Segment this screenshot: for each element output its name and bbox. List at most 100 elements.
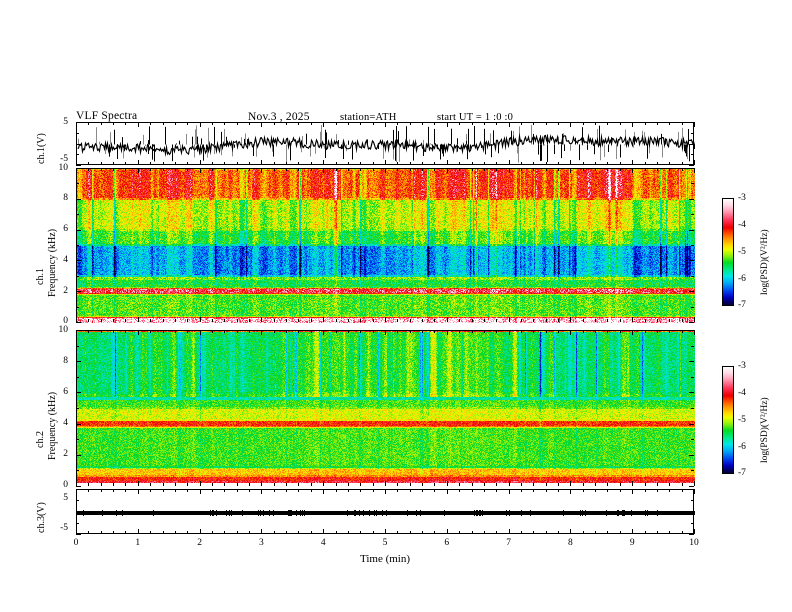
x-tick-mark bbox=[496, 319, 497, 322]
x-tick-mark bbox=[533, 489, 534, 492]
x-tick-mark bbox=[311, 489, 312, 492]
x-tick-mark bbox=[113, 319, 114, 322]
x-tick-mark bbox=[311, 531, 312, 534]
y-tick-mark bbox=[76, 377, 79, 378]
x-tick-mark bbox=[274, 319, 275, 322]
x-tick-mark bbox=[187, 319, 188, 322]
x-tick-mark bbox=[410, 319, 411, 322]
x-tick-mark bbox=[311, 319, 312, 322]
x-tick-mark bbox=[570, 160, 571, 165]
x-tick-mark bbox=[657, 531, 658, 534]
ch3-waveform-panel bbox=[76, 489, 695, 535]
x-tick-mark bbox=[632, 122, 633, 127]
x-tick-mark bbox=[472, 162, 473, 165]
x-tick-mark bbox=[570, 489, 571, 494]
y-tick-mark bbox=[76, 230, 81, 231]
ch2-freq-tick-2: 2 bbox=[63, 449, 68, 459]
x-tick-mark bbox=[434, 162, 435, 165]
x-tick-mark bbox=[533, 483, 534, 486]
x-tick-mark bbox=[175, 531, 176, 534]
x-tick-mark bbox=[472, 319, 473, 322]
x-tick-mark bbox=[175, 489, 176, 492]
y-tick-mark bbox=[76, 330, 81, 331]
ch1-freq-tick-6: 6 bbox=[63, 224, 68, 234]
x-tick-mark bbox=[397, 330, 398, 333]
x-tick-mark bbox=[360, 319, 361, 322]
x-tick-mark bbox=[261, 317, 262, 322]
x-tick-mark bbox=[113, 330, 114, 333]
x-tick-mark bbox=[336, 483, 337, 486]
x-tick-mark bbox=[311, 483, 312, 486]
ch2-freq-tick-4: 4 bbox=[63, 418, 68, 428]
x-tick-mark bbox=[533, 531, 534, 534]
y-tick-mark bbox=[76, 424, 81, 425]
x-tick-mark bbox=[657, 330, 658, 333]
x-tick-mark bbox=[447, 122, 448, 127]
x-tick-mark bbox=[521, 122, 522, 125]
x-tick-mark bbox=[645, 483, 646, 486]
x-tick-mark bbox=[323, 168, 324, 173]
y-tick-mark bbox=[691, 276, 694, 277]
ch3-ytick-5: 5 bbox=[63, 493, 68, 503]
x-tick-mark bbox=[682, 330, 683, 333]
x-tick-mark bbox=[311, 122, 312, 125]
colorbar-ch1-tick--6: -6 bbox=[738, 274, 746, 284]
y-tick-mark bbox=[76, 439, 79, 440]
x-tick-mark bbox=[212, 162, 213, 165]
x-tick-mark bbox=[138, 529, 139, 534]
y-tick-mark bbox=[76, 307, 79, 308]
x-tick-mark bbox=[175, 162, 176, 165]
x-tick-mark bbox=[422, 162, 423, 165]
y-tick-mark bbox=[76, 122, 81, 123]
x-tick-mark bbox=[509, 529, 510, 534]
x-tick-mark bbox=[434, 489, 435, 492]
y-tick-mark bbox=[76, 245, 79, 246]
x-tick-mark bbox=[521, 168, 522, 171]
plot-start-ut: start UT = 1 :0 :0 bbox=[437, 112, 514, 123]
x-tick-mark bbox=[645, 489, 646, 492]
x-tick-mark bbox=[373, 489, 374, 492]
ch2-spectrogram-panel bbox=[76, 330, 695, 487]
x-tick-mark bbox=[212, 531, 213, 534]
y-tick-mark bbox=[689, 361, 694, 362]
x-tick-mark bbox=[558, 489, 559, 492]
x-tick-mark bbox=[682, 168, 683, 171]
x-tick-mark bbox=[212, 483, 213, 486]
x-tick-mark bbox=[150, 162, 151, 165]
x-tick-mark bbox=[138, 122, 139, 127]
x-tick-mark bbox=[175, 319, 176, 322]
x-tick-mark bbox=[360, 162, 361, 165]
y-tick-mark bbox=[689, 489, 694, 490]
x-tick-mark bbox=[212, 319, 213, 322]
x-tick-mark bbox=[645, 122, 646, 125]
x-tick-mark bbox=[397, 483, 398, 486]
x-tick-mark bbox=[422, 483, 423, 486]
x-tick-mark bbox=[472, 330, 473, 333]
x-tick-mark bbox=[434, 168, 435, 171]
x-tick-mark bbox=[669, 319, 670, 322]
x-tick-mark bbox=[657, 168, 658, 171]
x-tick-mark bbox=[249, 489, 250, 492]
ch1-freq-tick-4: 4 bbox=[63, 255, 68, 265]
x-tick-mark bbox=[558, 483, 559, 486]
x-tick-mark bbox=[410, 168, 411, 171]
y-tick-mark bbox=[76, 455, 81, 456]
x-tick-mark bbox=[385, 122, 386, 127]
x-tick-mark bbox=[237, 319, 238, 322]
x-tick-mark bbox=[607, 168, 608, 171]
x-tick-mark bbox=[521, 489, 522, 492]
x-tick-mark bbox=[224, 319, 225, 322]
x-tick-mark bbox=[298, 483, 299, 486]
x-tick-mark bbox=[101, 483, 102, 486]
x-tick-mark bbox=[447, 330, 448, 335]
y-tick-mark bbox=[691, 133, 694, 134]
y-tick-mark bbox=[691, 183, 694, 184]
ch1-freq-tick-2: 2 bbox=[63, 286, 68, 296]
x-tick-mark bbox=[434, 122, 435, 125]
x-tick-mark bbox=[212, 122, 213, 125]
x-tick-mark bbox=[187, 531, 188, 534]
x-tick-mark bbox=[150, 330, 151, 333]
x-tick-mark bbox=[348, 122, 349, 125]
y-tick-mark bbox=[76, 183, 79, 184]
x-tick-mark bbox=[348, 162, 349, 165]
